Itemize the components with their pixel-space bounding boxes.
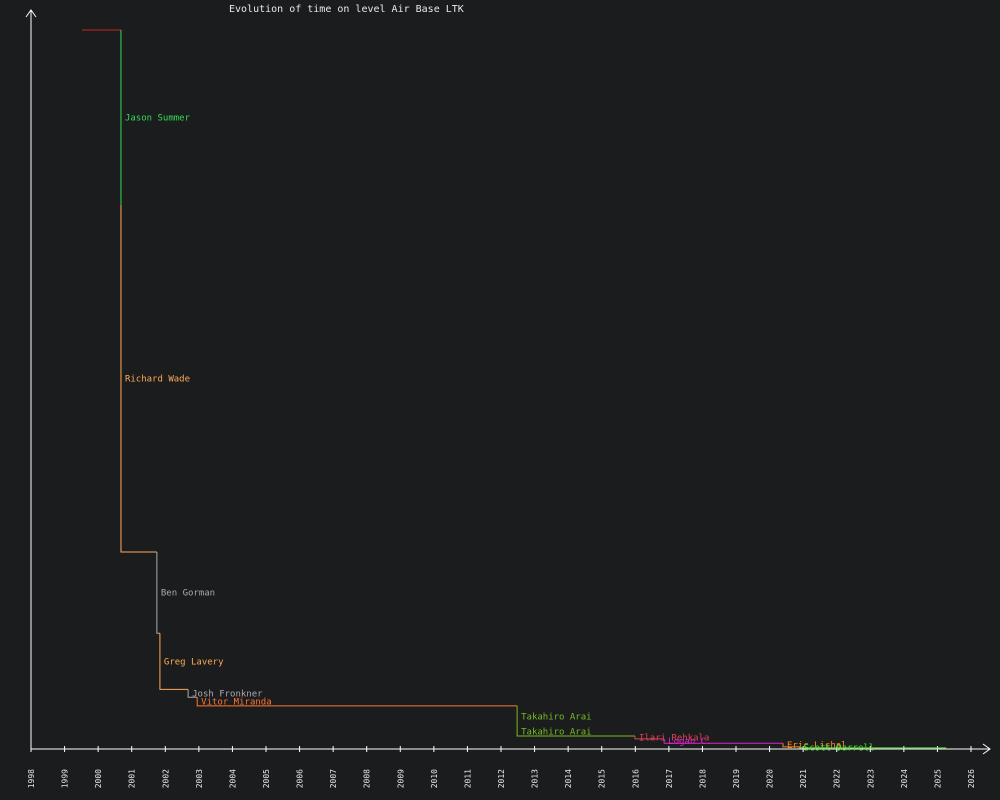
x-tick-label: 2014 bbox=[564, 769, 573, 788]
record-label: Ben Gorman bbox=[161, 589, 215, 599]
record-label: Jason Summer bbox=[125, 113, 191, 123]
record-step bbox=[196, 697, 518, 707]
x-tick-label: 2010 bbox=[430, 769, 439, 788]
x-tick-label: 2022 bbox=[833, 769, 842, 788]
record-step bbox=[634, 736, 665, 740]
record-step bbox=[120, 204, 157, 553]
record-label: Vitor Miranda bbox=[201, 698, 271, 708]
x-tick-label: 2002 bbox=[161, 769, 170, 788]
x-axis bbox=[31, 743, 991, 755]
record-label: Logan C. bbox=[668, 737, 711, 747]
x-tick-label: 1999 bbox=[61, 769, 70, 788]
x-tick-label: 2017 bbox=[665, 769, 674, 788]
x-tick-label: 2006 bbox=[296, 769, 305, 788]
record-step bbox=[156, 551, 160, 634]
record-step bbox=[159, 633, 189, 690]
x-tick-label: 2012 bbox=[497, 769, 506, 788]
record-label: Eric Lichal bbox=[787, 741, 847, 751]
chart-title: Evolution of time on level Air Base LTK bbox=[229, 4, 464, 15]
record-step bbox=[799, 746, 947, 749]
record-label: Josh Fronkner bbox=[192, 689, 263, 699]
record-label: Richard Wade bbox=[125, 374, 190, 384]
x-tick-label: 2015 bbox=[598, 769, 607, 788]
x-tick-label: 2008 bbox=[363, 769, 372, 788]
x-tick-label: 2018 bbox=[698, 769, 707, 788]
x-tick-label: 2024 bbox=[900, 769, 909, 788]
record-label: Takahiro Arai bbox=[521, 728, 591, 738]
record-step bbox=[782, 743, 800, 748]
x-tick-label: 2003 bbox=[195, 769, 204, 788]
record-step bbox=[663, 738, 783, 744]
x-tick-label: 2021 bbox=[799, 769, 808, 788]
x-tick-label: 2019 bbox=[732, 769, 741, 788]
record-label: Scott Darrell bbox=[804, 743, 874, 753]
y-axis bbox=[25, 9, 37, 749]
x-tick-label: 2007 bbox=[329, 769, 338, 788]
x-tick-label: 2004 bbox=[228, 769, 237, 788]
record-step bbox=[187, 689, 198, 698]
x-tick-label: 2000 bbox=[94, 769, 103, 788]
x-tick-label: 2020 bbox=[766, 769, 775, 788]
x-tick-label: 2013 bbox=[531, 769, 540, 788]
record-label: Takahiro Arai bbox=[521, 713, 591, 723]
record-label: Ilari Rehkala bbox=[639, 733, 709, 743]
x-tick-label: 2001 bbox=[128, 769, 137, 788]
x-tick-label: 2009 bbox=[396, 769, 405, 788]
x-tick-label: 2016 bbox=[631, 769, 640, 788]
x-tick-label: 2023 bbox=[866, 769, 875, 788]
x-tick-label: 2025 bbox=[933, 769, 942, 788]
record-step bbox=[516, 727, 635, 737]
record-label: Greg Lavery bbox=[164, 657, 224, 667]
x-tick-label: 2005 bbox=[262, 769, 271, 788]
x-tick-label: 2026 bbox=[967, 769, 976, 788]
x-tick-label: 2011 bbox=[463, 769, 472, 788]
x-tick-label: 1998 bbox=[27, 769, 36, 788]
